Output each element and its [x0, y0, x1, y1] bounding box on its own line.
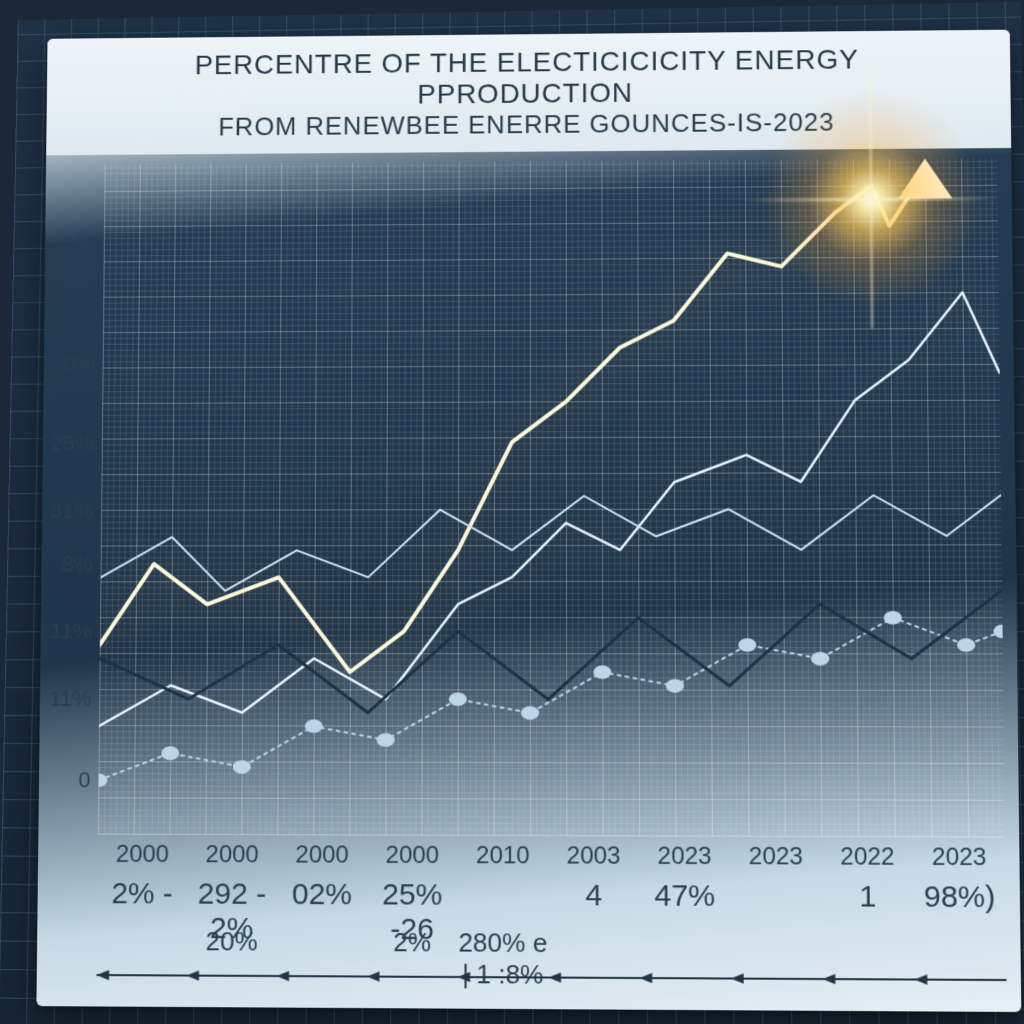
- arrowhead-icon: [898, 158, 953, 198]
- plot-area: [98, 158, 1005, 838]
- y-tick-label: 11%: [49, 686, 91, 712]
- x-tick-label: 2003: [548, 842, 639, 871]
- title-band: PERCENTRE OF THE ELECTICICICITY ENERGY P…: [46, 30, 1011, 156]
- axis-arrow-icon: [914, 974, 927, 984]
- x-tick-label: 2010: [458, 842, 549, 871]
- y-axis: % 0% 25% 31% 8% 11% 11% 0: [38, 165, 102, 835]
- axis-arrow-icon: [96, 970, 109, 980]
- x-axis-area: 2000200020002000201020032023202320222023…: [96, 835, 1007, 1012]
- series-secondary-bright: [99, 292, 1004, 727]
- axis-arrow-icon: [186, 971, 199, 981]
- x-tick-label: 2023: [730, 843, 822, 872]
- axis-arrow-icon: [276, 971, 289, 981]
- series-mid: [100, 495, 1002, 591]
- title-line-2: FROM RENEWBEE ENERRE GOUNCES-IS-2023: [218, 106, 835, 141]
- y-tick-label: %: [77, 231, 96, 257]
- axis-arrow-icon: [457, 972, 470, 982]
- x-tick-label: 2000: [98, 841, 188, 870]
- axis-arrow-icon: [639, 973, 652, 983]
- x-tick-label: 2022: [821, 843, 913, 872]
- x-tick-label: 2023: [639, 842, 730, 871]
- series-svg: [98, 158, 1005, 838]
- chart-card: PERCENTRE OF THE ELECTICICICITY ENERGY P…: [36, 30, 1021, 1012]
- y-tick-label: 0%: [63, 351, 94, 377]
- series-main-glow: [100, 172, 930, 672]
- axis-arrow-icon: [548, 973, 561, 983]
- x-row-years: 2000200020002000201020032023202320222023: [98, 841, 1006, 873]
- y-tick-label: 31%: [50, 497, 94, 523]
- series-dotted-low: [98, 618, 1004, 783]
- title-line-1: PERCENTRE OF THE ELECTICICICITY ENERGY P…: [86, 42, 971, 112]
- x-tick-label: 2000: [367, 842, 457, 871]
- axis-arrow-icon: [367, 972, 380, 982]
- x-tick-label: 2000: [187, 841, 277, 870]
- axis-arrow-icon: [822, 974, 835, 984]
- x-tick-label: 2000: [277, 841, 367, 870]
- y-tick-label: 0: [78, 767, 90, 793]
- axis-arrow-icon: [731, 974, 744, 984]
- y-tick-label: 25%: [51, 431, 95, 457]
- x-tick-label: 2023: [913, 843, 1005, 872]
- y-tick-label: 11%: [50, 618, 92, 644]
- y-tick-label: 8%: [61, 551, 93, 577]
- series-dark-low: [99, 590, 1003, 713]
